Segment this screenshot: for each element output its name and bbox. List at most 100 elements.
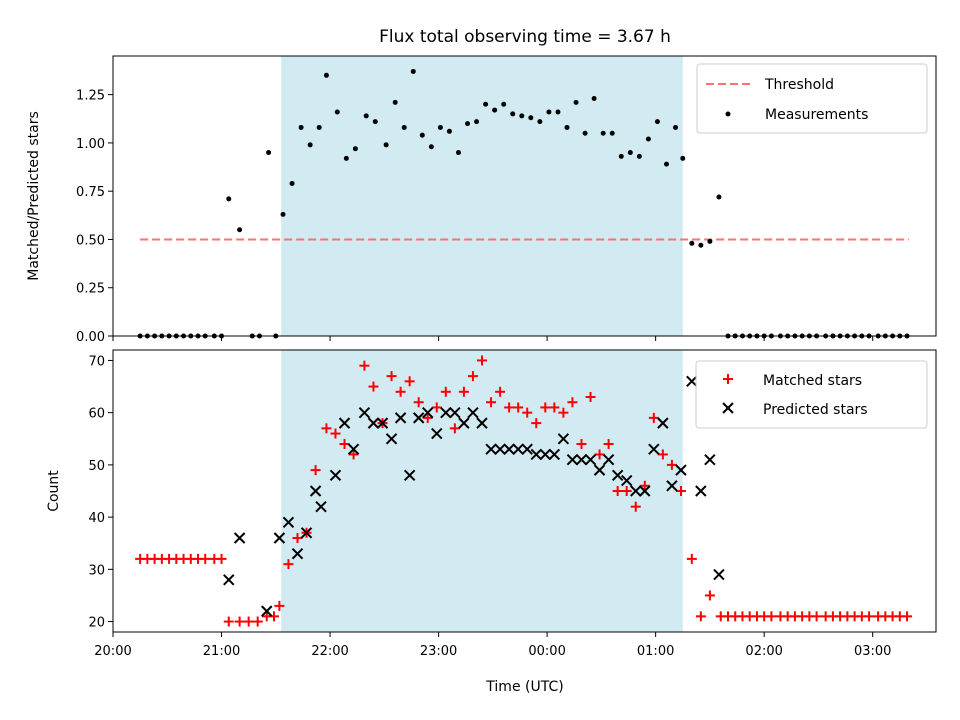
predicted-stars-point xyxy=(467,406,479,419)
predicted-stars-point xyxy=(431,427,443,440)
measurement-point xyxy=(352,146,358,152)
measurement-point xyxy=(564,124,570,130)
measurement-point xyxy=(600,130,606,136)
predicted-stars-point xyxy=(261,605,273,617)
predicted-stars-point xyxy=(503,443,515,455)
predicted-legend-swatch xyxy=(722,402,734,414)
matched-stars-point xyxy=(359,360,370,371)
x-tick-label: 02:00 xyxy=(745,644,782,659)
matched-stars-point xyxy=(348,449,359,460)
predicted-stars-point xyxy=(602,453,615,466)
bottom-y-tick-label: 40 xyxy=(88,511,105,526)
matched-stars-point xyxy=(686,553,697,564)
matched-stars-point xyxy=(695,611,706,622)
measurement-point xyxy=(546,109,552,115)
matched-stars-point xyxy=(431,402,442,413)
matched-stars-point xyxy=(612,486,623,496)
matched-stars-point xyxy=(522,407,533,418)
measurement-point xyxy=(455,150,461,156)
cross-stroke xyxy=(282,516,295,529)
matched-stars-point xyxy=(339,439,350,449)
cross-stroke xyxy=(704,453,716,466)
matched-stars-point xyxy=(386,371,397,382)
predicted-stars-point xyxy=(315,500,327,513)
measurement-point xyxy=(716,194,722,200)
predicted-stars-point xyxy=(403,469,416,482)
predicted-stars-point xyxy=(440,406,452,419)
cross-stroke xyxy=(338,417,351,429)
matched-stars-point xyxy=(594,449,605,460)
cross-stroke xyxy=(657,417,669,429)
x-axis-label: Time (UTC) xyxy=(485,679,563,695)
matched-legend-marker xyxy=(723,374,733,384)
top-y-tick-label: 0.75 xyxy=(76,185,105,200)
predicted-stars-point xyxy=(300,527,313,539)
predicted-stars-point xyxy=(458,417,470,429)
cross-stroke xyxy=(449,406,461,419)
measurements-legend-label: Measurements xyxy=(765,107,868,123)
predicted-stars-point xyxy=(657,417,669,429)
top-plot-frame xyxy=(112,55,937,337)
matched-stars-point xyxy=(811,611,822,622)
cross-stroke xyxy=(347,443,360,455)
cross-stroke xyxy=(376,417,389,429)
predicted-stars-point xyxy=(449,406,461,419)
predicted-stars-point xyxy=(376,417,389,429)
cross-stroke xyxy=(686,375,698,388)
top-x-axis xyxy=(112,336,874,341)
bottom-y-tick-label: 50 xyxy=(88,459,105,474)
cross-stroke xyxy=(713,568,725,581)
matched-stars-point xyxy=(766,611,777,622)
matched-stars-point xyxy=(630,501,641,512)
matched-stars-point xyxy=(585,392,596,402)
cross-stroke xyxy=(695,485,707,497)
predicted-stars-point xyxy=(358,406,371,419)
predicted-stars-point xyxy=(620,474,633,487)
matched-stars-point xyxy=(639,480,650,491)
cross-stroke xyxy=(666,480,678,492)
measurement-point xyxy=(698,242,704,248)
predicted-stars-point xyxy=(512,443,524,455)
bottom-x-axis: 20:00 21:00 22:00 23:00 00:00 01:00 02:00 03:00 xyxy=(94,632,891,659)
cross-stroke xyxy=(223,574,235,586)
cross-stroke xyxy=(300,527,313,539)
predicted-stars-point xyxy=(422,406,434,419)
cross-stroke xyxy=(521,443,533,455)
predicted-stars-point xyxy=(385,433,398,445)
measurement-point xyxy=(582,130,588,136)
measurement-point xyxy=(237,227,243,233)
predicted-stars-point xyxy=(223,574,235,586)
bottom-y-tick-label: 70 xyxy=(88,354,105,369)
predicted-stars-point xyxy=(695,485,707,497)
predicted-stars-point xyxy=(566,453,579,466)
matched-stars-point xyxy=(330,428,341,439)
measurement-point xyxy=(618,153,624,159)
cross-stroke xyxy=(512,443,524,455)
cross-stroke xyxy=(548,448,561,461)
matched-stars-point xyxy=(368,381,379,392)
measurement-point xyxy=(280,211,286,217)
top-legend: Threshold Measurements xyxy=(696,63,928,134)
threshold-legend-label: Threshold xyxy=(764,77,834,93)
top-y-tick-label: 0.50 xyxy=(76,233,105,248)
measurement-point xyxy=(654,119,660,125)
cross-stroke xyxy=(476,417,488,429)
matched-stars-point xyxy=(704,590,715,601)
measurement-point xyxy=(636,153,642,159)
predicted-stars-point xyxy=(530,448,542,461)
matched-stars-point xyxy=(576,439,587,449)
matched-stars-point xyxy=(603,439,614,449)
cross-stroke xyxy=(611,469,624,482)
measurement-point xyxy=(609,130,615,136)
matched-stars-point xyxy=(413,397,424,408)
measurement-point xyxy=(383,142,389,148)
predicted-stars-point xyxy=(309,485,322,497)
matched-stars-point xyxy=(274,600,285,611)
measurement-point xyxy=(573,99,579,105)
predicted-stars-point xyxy=(648,443,660,455)
predicted-stars-point xyxy=(338,417,351,429)
bottom-y-axis-label: Count xyxy=(46,470,62,512)
cross-stroke xyxy=(620,474,633,487)
measurement-point xyxy=(663,161,669,167)
measurement-point xyxy=(437,124,443,130)
